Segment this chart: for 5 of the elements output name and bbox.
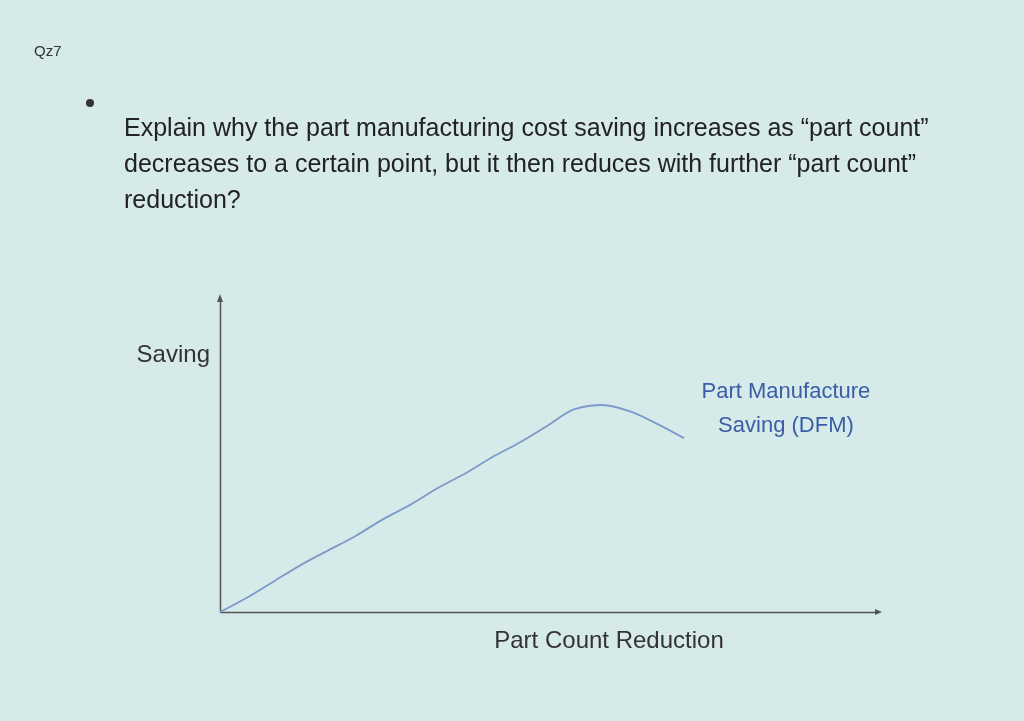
y-axis-title: Saving	[136, 340, 210, 367]
text: Qz7	[34, 42, 62, 59]
chart-title: Explain why the part manufacturing cost saving increases as “part count” decreases to a certain point, but it then reduces with further “part count” reduction?	[124, 113, 929, 213]
series-label: Part Manufacture Saving (DFM)	[701, 378, 871, 438]
x-axis-title: Part Count Reduction	[494, 626, 724, 653]
